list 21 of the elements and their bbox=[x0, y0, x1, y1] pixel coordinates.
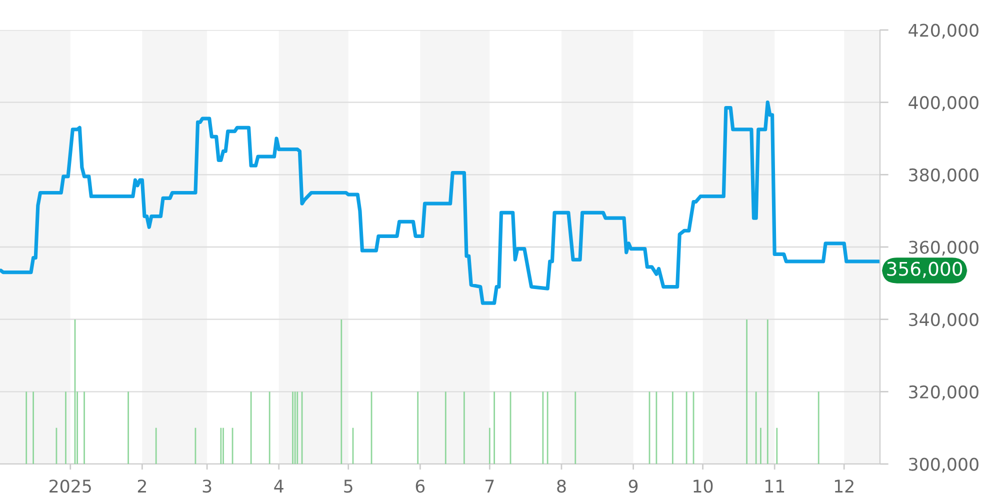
line-series bbox=[0, 100, 880, 305]
x-tick-label: 6 bbox=[416, 480, 425, 493]
x-tick-label: 3 bbox=[202, 480, 212, 493]
x-tick-label: 7 bbox=[486, 480, 494, 492]
x-tick-label: 8 bbox=[557, 480, 566, 493]
annotation: 356,000 bbox=[887, 262, 962, 278]
x-tick-label: 9 bbox=[628, 480, 638, 493]
y-tick-label: 300,000 bbox=[909, 458, 978, 473]
y-tick-label: 400,000 bbox=[908, 96, 978, 111]
y-tick-label: 360,000 bbox=[909, 240, 978, 256]
x-tick-label: 5 bbox=[344, 480, 352, 493]
y-tick-label: 380,000 bbox=[909, 168, 978, 184]
x-tick-label: 11 bbox=[765, 480, 784, 492]
x-tick-label: 2 bbox=[138, 480, 146, 492]
x-tick-label: 4 bbox=[274, 480, 284, 492]
x-tick-label: 10 bbox=[694, 480, 713, 493]
y-tick-label: 420,000 bbox=[908, 24, 978, 39]
y-tick-label: 320,000 bbox=[909, 385, 978, 400]
x-tick-label: 2025 bbox=[50, 480, 91, 493]
x-tick-label: 12 bbox=[834, 480, 854, 492]
y-tick-label: 340,000 bbox=[909, 313, 978, 328]
